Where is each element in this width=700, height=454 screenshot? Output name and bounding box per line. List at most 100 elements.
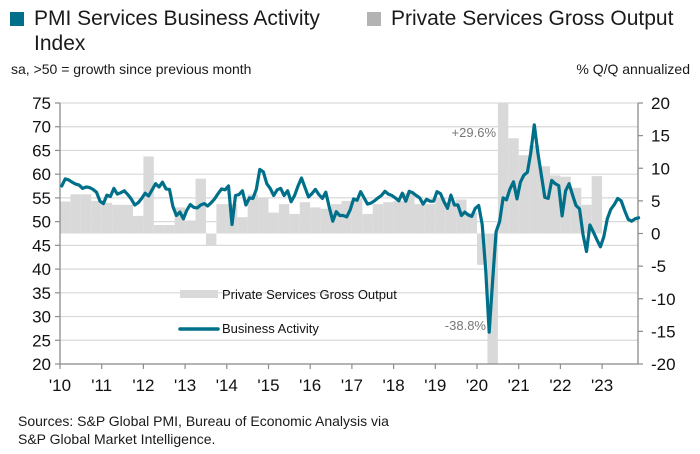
bar [268,212,279,234]
bar [216,204,227,234]
x-tick-label: '16 [299,376,321,395]
legend-label-gross-output: Private Services Gross Output [391,7,674,30]
inner-legend: Private Services Gross Output Business A… [178,287,397,336]
bar [414,204,425,234]
left-tick-label: 75 [32,94,51,113]
line-series [60,123,641,334]
x-tick-label: '22 [549,376,571,395]
bar [299,202,311,234]
right-tick-label: 0 [651,225,660,244]
bar [362,213,373,234]
bar [570,187,582,234]
bar [80,194,92,234]
right-axis-subtitle: % Q/Q annualized [576,61,690,77]
source-note: Sources: S&P Global PMI, Bureau of Econo… [18,412,389,448]
bar [383,202,394,234]
bar [351,198,363,234]
source-line-1: Sources: S&P Global PMI, Bureau of Econo… [18,413,389,429]
x-tick-label: '15 [257,376,279,395]
bar [60,201,71,234]
legend-label-pmi: PMI Services Business Activity Index [34,7,320,55]
bar [289,213,300,234]
bar [101,202,113,234]
bar [393,200,405,234]
bar [518,155,530,234]
bar [539,166,550,234]
source-line-2: S&P Global Market Intelligence. [18,431,216,447]
left-tick-label: 60 [32,165,51,184]
x-tick-label: '14 [216,376,238,395]
bar [132,215,144,234]
x-tick-label: '21 [508,376,530,395]
x-tick-label: '19 [424,376,446,395]
bar [549,175,561,234]
bar [581,204,592,234]
bar-series [60,103,603,364]
annotation-peak: +29.6% [452,125,497,140]
bar [237,217,248,234]
pmi-line [60,123,641,334]
right-tick-label: -5 [651,257,666,276]
inner-legend-bar-label: Private Services Gross Output [222,287,397,302]
annotation-trough: -38.8% [445,318,487,333]
legend-item-gross-output: Private Services Gross Output [367,6,673,31]
bar [278,204,290,234]
x-tick-label: '13 [174,376,196,395]
bar [247,194,259,234]
bar [112,204,123,234]
left-tick-label: 40 [32,260,51,279]
inner-legend-bar-swatch [180,290,218,298]
x-tick-label: '20 [466,376,488,395]
bar [445,202,457,234]
bar [404,193,415,234]
x-tick-label: '10 [49,376,71,395]
bar [497,103,509,234]
right-tick-label: -15 [651,322,676,341]
bar [424,204,436,234]
x-tick-label: '11 [91,376,112,395]
left-tick-label: 45 [32,236,51,255]
legend-item-pmi: PMI Services Business Activity Index [10,6,334,56]
bar [560,176,571,234]
axes [55,102,643,369]
bar [372,204,384,234]
x-tick-label: '12 [132,376,154,395]
bar [466,212,477,234]
x-tick-label: '23 [591,376,613,395]
bar [153,225,165,234]
bar [310,207,321,234]
bar [477,233,488,265]
left-tick-label: 50 [32,213,51,232]
right-tick-label: -10 [651,290,676,309]
tick-labels: 75706560555045403530252020151050-5-10-15… [32,94,676,395]
legend-swatch-gross-output [367,12,381,26]
legend-swatch-pmi [10,12,24,26]
bar [70,194,81,234]
left-tick-label: 70 [32,118,51,137]
bar [591,176,603,234]
bar [185,220,196,234]
bar [164,225,175,234]
bar [91,200,102,234]
right-tick-label: 5 [651,192,660,211]
right-tick-label: 10 [651,159,670,178]
x-tick-label: '17 [341,376,363,395]
left-tick-label: 25 [32,331,51,350]
top-legend: PMI Services Business Activity Index Pri… [10,6,700,62]
x-tick-label: '18 [383,376,405,395]
bar [174,207,186,234]
annotations: +29.6% -38.8% [445,125,497,333]
left-tick-label: 20 [32,355,51,374]
bar [435,197,446,234]
right-tick-label: -20 [651,355,676,374]
bar [205,233,217,246]
inner-legend-line-label: Business Activity [222,321,319,336]
left-tick-label: 35 [32,284,51,303]
left-tick-label: 30 [32,308,51,327]
bar [331,204,342,234]
left-axis-subtitle: sa, >50 = growth since previous month [11,61,252,77]
left-tick-label: 65 [32,141,51,160]
bar [258,197,269,234]
bar [529,145,540,234]
